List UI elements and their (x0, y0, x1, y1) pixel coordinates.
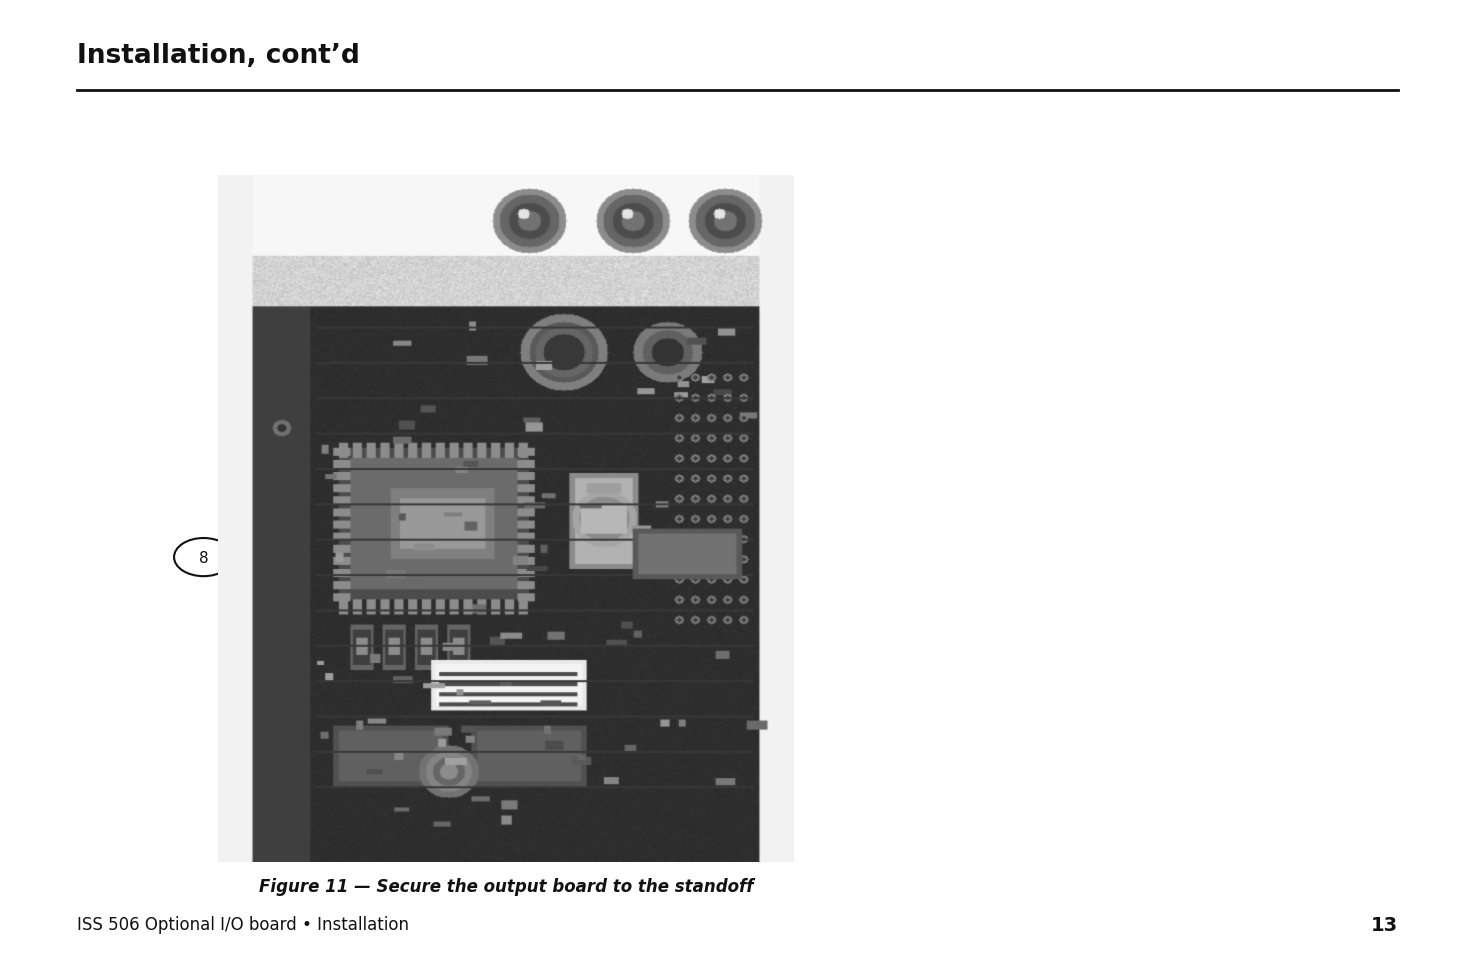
Text: Installation, cont’d: Installation, cont’d (77, 43, 360, 69)
Text: 8: 8 (199, 550, 208, 565)
Text: 13: 13 (1372, 915, 1398, 934)
Text: ISS 506 Optional I/O board • Installation: ISS 506 Optional I/O board • Installatio… (77, 916, 409, 933)
Circle shape (174, 538, 233, 577)
Text: Figure 11 — Secure the output board to the standoff: Figure 11 — Secure the output board to t… (258, 878, 754, 895)
